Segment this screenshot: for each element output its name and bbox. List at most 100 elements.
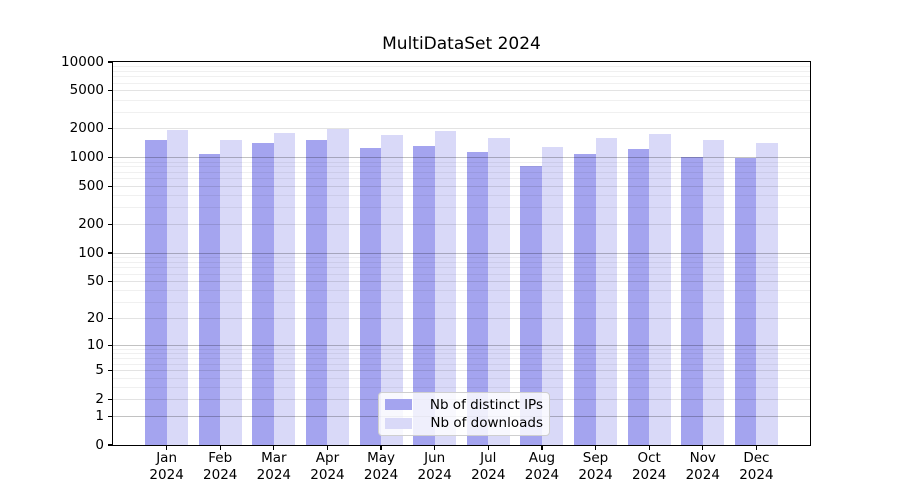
bar-downloads-jun bbox=[434, 131, 457, 445]
grid-line-5000 bbox=[113, 90, 810, 92]
x-tick-year: 2024 bbox=[524, 466, 560, 483]
y-tick-label-10: 10 bbox=[86, 336, 104, 353]
y-tick-mark-5000 bbox=[108, 90, 113, 92]
x-tick-year: 2024 bbox=[363, 466, 399, 483]
x-tick-mark-jun bbox=[434, 445, 436, 450]
legend-item-distinct-ips: Nb of distinct IPs bbox=[385, 396, 543, 414]
bar-downloads-may bbox=[381, 134, 403, 445]
x-tick-label-oct: Oct 2024 bbox=[617, 450, 681, 483]
x-tick-year: 2024 bbox=[578, 466, 613, 483]
y-tick-label-500: 500 bbox=[78, 177, 104, 194]
x-tick-label-nov: Nov 2024 bbox=[671, 450, 735, 483]
x-tick-mark-sep bbox=[594, 445, 597, 450]
grid-line-7000 bbox=[113, 76, 810, 78]
grid-line-9000 bbox=[113, 65, 810, 67]
grid-line-2000 bbox=[113, 128, 810, 130]
x-tick-mark-mar bbox=[273, 445, 275, 450]
x-tick-year: 2024 bbox=[417, 466, 452, 483]
y-tick-mark-2000 bbox=[108, 128, 113, 130]
x-tick-mark-may bbox=[380, 445, 382, 450]
y-tick-label-5000: 5000 bbox=[69, 82, 104, 99]
bar-ips-mar bbox=[252, 142, 274, 445]
y-tick-label-1: 1 bbox=[95, 407, 104, 424]
y-tick-label-100: 100 bbox=[78, 244, 104, 261]
y-tick-label-20: 20 bbox=[86, 309, 104, 326]
y-tick-label-50: 50 bbox=[86, 273, 104, 289]
y-tick-mark-0 bbox=[108, 444, 113, 446]
x-tick-mark-jan bbox=[166, 445, 168, 450]
y-tick-label-1000: 1000 bbox=[69, 149, 104, 166]
chart-title: MultiDataSet 2024 bbox=[382, 34, 541, 54]
x-tick-label-aug: Aug 2024 bbox=[510, 450, 574, 483]
bar-ips-oct bbox=[627, 149, 650, 445]
grid-line-6000 bbox=[113, 82, 810, 84]
y-tick-label-0: 0 bbox=[95, 436, 104, 453]
x-tick-mark-oct bbox=[648, 445, 650, 450]
x-tick-mark-jul bbox=[487, 445, 489, 450]
x-tick-year: 2024 bbox=[631, 466, 667, 483]
x-tick-year: 2024 bbox=[203, 466, 238, 483]
bar-downloads-aug bbox=[541, 146, 564, 445]
y-tick-mark-500 bbox=[108, 185, 113, 188]
grid-line-4000 bbox=[113, 99, 810, 101]
x-tick-label-jan: Jan 2024 bbox=[135, 450, 199, 483]
x-tick-label-feb: Feb 2024 bbox=[188, 450, 252, 483]
bar-ips-aug bbox=[520, 165, 542, 445]
bar-downloads-sep bbox=[595, 137, 617, 445]
bar-ips-jul bbox=[466, 151, 489, 445]
legend-label-downloads: Nb of downloads bbox=[430, 415, 543, 432]
y-tick-mark-200 bbox=[108, 223, 113, 226]
legend-swatch-distinct-ips bbox=[385, 399, 412, 411]
y-tick-label-200: 200 bbox=[78, 215, 104, 232]
x-tick-year: 2024 bbox=[149, 466, 184, 483]
grid-line-3000 bbox=[113, 111, 810, 113]
bar-ips-sep bbox=[574, 153, 596, 445]
y-tick-label-10000: 10000 bbox=[61, 53, 104, 70]
x-tick-year: 2024 bbox=[256, 466, 292, 483]
y-tick-mark-20 bbox=[108, 317, 113, 319]
legend: Nb of distinct IPs Nb of downloads bbox=[378, 392, 550, 436]
x-tick-label-apr: Apr 2024 bbox=[295, 450, 359, 483]
grid-line-8000 bbox=[113, 70, 810, 72]
x-tick-year: 2024 bbox=[739, 466, 774, 483]
legend-swatch-downloads bbox=[385, 417, 412, 429]
bar-ips-dec bbox=[734, 158, 757, 445]
y-tick-mark-2 bbox=[108, 398, 113, 400]
x-tick-mark-apr bbox=[326, 445, 329, 450]
x-tick-mark-aug bbox=[541, 445, 543, 450]
y-tick-label-2: 2 bbox=[95, 390, 104, 407]
y-tick-label-5: 5 bbox=[95, 361, 104, 378]
bar-ips-feb bbox=[198, 153, 221, 445]
x-tick-label-may: May 2024 bbox=[349, 450, 413, 483]
x-tick-year: 2024 bbox=[685, 466, 720, 483]
bar-ips-nov bbox=[681, 157, 703, 445]
y-tick-mark-50 bbox=[108, 280, 113, 283]
x-tick-year: 2024 bbox=[310, 466, 345, 483]
bar-ips-may bbox=[359, 148, 382, 445]
x-tick-label-dec: Dec 2024 bbox=[724, 450, 788, 483]
legend-item-downloads: Nb of downloads bbox=[385, 414, 543, 432]
x-tick-mark-nov bbox=[702, 445, 704, 450]
plot-area bbox=[113, 62, 810, 445]
bar-ips-jan bbox=[145, 139, 167, 445]
x-tick-mark-feb bbox=[219, 445, 221, 450]
y-tick-mark-100 bbox=[108, 252, 113, 254]
y-tick-mark-1 bbox=[108, 415, 113, 417]
bar-downloads-jul bbox=[488, 137, 510, 445]
legend-label-distinct-ips: Nb of distinct IPs bbox=[429, 396, 543, 413]
x-tick-label-jun: Jun 2024 bbox=[403, 450, 467, 483]
y-tick-label-2000: 2000 bbox=[69, 120, 104, 137]
x-tick-label-sep: Sep 2024 bbox=[564, 450, 628, 483]
x-tick-year: 2024 bbox=[471, 466, 506, 483]
bar-downloads-mar bbox=[273, 132, 296, 445]
bar-downloads-jan bbox=[166, 129, 189, 445]
bar-ips-jun bbox=[413, 145, 435, 445]
x-tick-label-jul: Jul 2024 bbox=[456, 450, 520, 483]
bar-downloads-dec bbox=[756, 143, 778, 445]
x-tick-label-mar: Mar 2024 bbox=[242, 450, 306, 483]
y-tick-mark-10 bbox=[108, 344, 113, 346]
bar-downloads-oct bbox=[649, 133, 671, 445]
x-tick-mark-dec bbox=[755, 445, 757, 450]
y-tick-mark-5 bbox=[108, 369, 113, 372]
